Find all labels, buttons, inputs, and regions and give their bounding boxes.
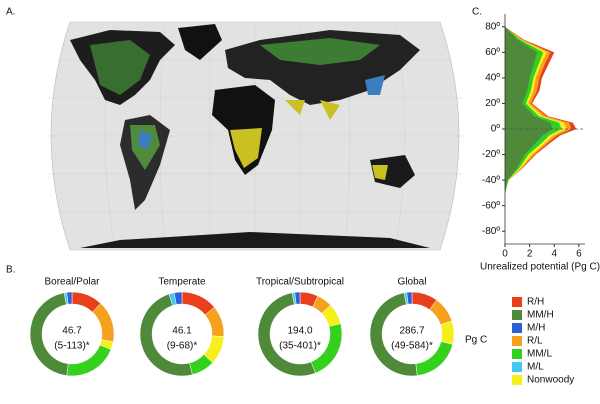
panel-label: A.	[6, 7, 15, 18]
legend-swatch	[512, 323, 522, 333]
legend-label: R/L	[527, 336, 543, 347]
x-tick-label: 4	[551, 249, 557, 260]
donut-center-value: 286.7	[399, 326, 424, 337]
donut-segment	[173, 291, 183, 305]
donut-title: Tropical/Subtropical	[256, 277, 344, 288]
y-tick-label: -20º	[482, 149, 500, 160]
donut-segment	[406, 291, 413, 305]
y-tick-label: 60º	[485, 47, 500, 58]
donut-title: Global	[398, 277, 427, 288]
donut-title: Temperate	[158, 277, 206, 288]
panel-label: B.	[6, 265, 15, 276]
legend-label: R/H	[527, 297, 544, 308]
donut-range: (35-401)*	[279, 341, 321, 352]
legend-swatch	[512, 349, 522, 359]
y-tick-label: 80º	[485, 21, 500, 32]
donut-segment	[440, 320, 455, 345]
legend-label: Nonwoody	[527, 375, 574, 386]
donut-center-value: 46.7	[62, 326, 82, 337]
legend-swatch	[512, 297, 522, 307]
donut-range: (9-68)*	[167, 341, 198, 352]
donut-title: Boreal/Polar	[44, 277, 100, 288]
panel-label: C.	[472, 7, 482, 18]
y-tick-label: 20º	[485, 98, 500, 109]
y-tick-label: -80º	[482, 226, 500, 237]
y-tick-label: 40º	[485, 73, 500, 84]
donut-center-value: 46.1	[172, 326, 192, 337]
y-tick-label: -60º	[482, 200, 500, 211]
legend-swatch	[512, 310, 522, 320]
legend-label: MM/L	[527, 349, 552, 360]
legend-swatch	[512, 375, 522, 385]
unit-label: Pg C	[465, 335, 487, 346]
x-axis-label: Unrealized potential (Pg C)	[480, 262, 600, 273]
legend-label: M/H	[527, 323, 545, 334]
legend-swatch	[512, 336, 522, 346]
donut-segment	[92, 303, 115, 343]
y-tick-label: -40º	[482, 175, 500, 186]
x-tick-label: 0	[502, 249, 508, 260]
legend-swatch	[512, 362, 522, 372]
donut-range: (5-113)*	[54, 341, 89, 352]
donut-range: (49-584)*	[391, 341, 433, 352]
area-layer	[505, 26, 552, 193]
donut-segment	[294, 291, 301, 305]
world-map	[46, 21, 464, 251]
legend-label: MM/H	[527, 310, 554, 321]
donut-segment	[66, 291, 73, 305]
donut-center-value: 194.0	[287, 326, 312, 337]
x-tick-label: 6	[576, 249, 582, 260]
legend-label: M/L	[527, 362, 544, 373]
y-tick-label: 0º	[491, 124, 501, 135]
x-tick-label: 2	[527, 249, 533, 260]
